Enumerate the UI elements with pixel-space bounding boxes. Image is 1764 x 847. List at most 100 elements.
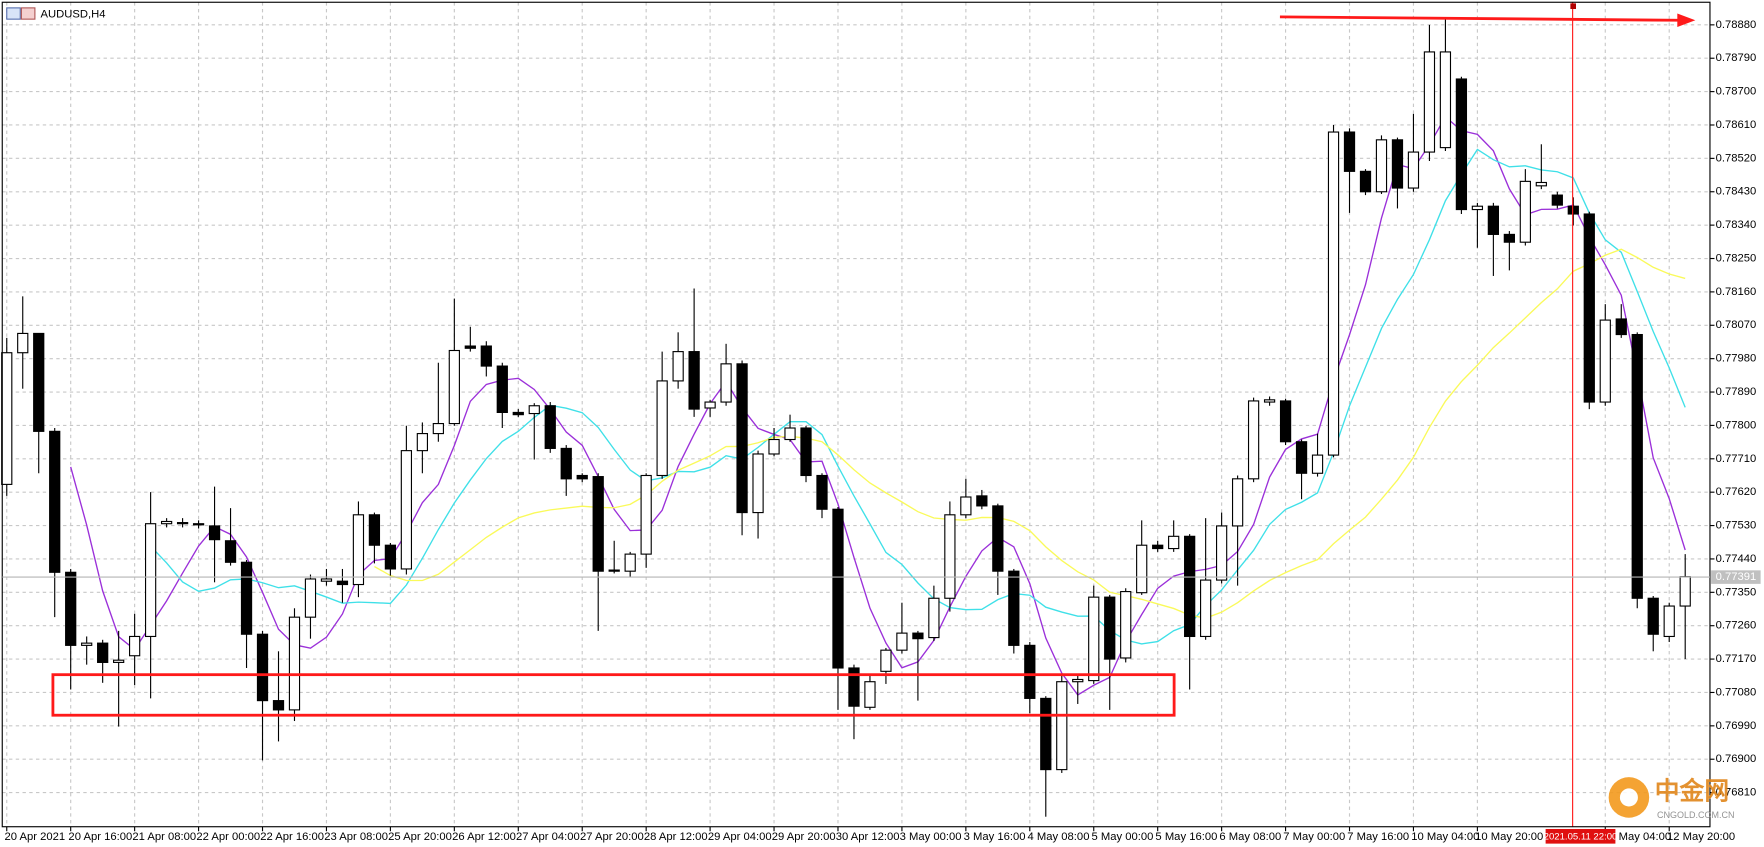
- candle-body: [256, 633, 269, 702]
- x-tick-label: 12 May 04:00: [1603, 831, 1671, 843]
- y-tick-label: 0.77170: [1716, 653, 1757, 665]
- x-tick-label: 4 May 08:00: [1028, 831, 1090, 843]
- y-tick-label: 0.77350: [1716, 586, 1757, 598]
- candle-body: [1247, 400, 1260, 480]
- candle-body: [864, 681, 876, 708]
- x-tick-label: 12 May 20:00: [1667, 831, 1735, 843]
- candle-body: [480, 345, 492, 367]
- y-tick-label: 0.76900: [1716, 753, 1757, 765]
- candle-body: [1343, 131, 1356, 172]
- candle-body: [1679, 576, 1691, 607]
- y-tick-label: 0.78610: [1716, 119, 1757, 131]
- candle-body: [97, 642, 109, 663]
- moving-average: [150, 148, 1686, 645]
- candle-body: [1647, 597, 1659, 635]
- candle-body: [1168, 535, 1180, 550]
- chart-title: AUDUSD,H4: [41, 9, 106, 21]
- candle-body: [336, 580, 349, 586]
- x-tick-label: 27 Apr 20:00: [580, 831, 644, 843]
- candle-body: [1375, 139, 1388, 193]
- candle-body: [448, 349, 460, 425]
- x-tick-label: 10 May 20:00: [1475, 831, 1543, 843]
- y-tick-label: 0.78880: [1716, 19, 1757, 31]
- candle-body: [560, 447, 572, 480]
- x-tick-label: 5 May 00:00: [1091, 831, 1153, 843]
- y-tick-label: 0.77080: [1716, 686, 1757, 698]
- candle-body: [320, 578, 333, 582]
- candle-body: [113, 659, 125, 663]
- candle-body: [1327, 131, 1340, 456]
- candle-body: [768, 438, 780, 455]
- y-tick-label: 0.77440: [1716, 553, 1757, 565]
- candles: [1, 19, 1691, 817]
- candle-body: [720, 363, 732, 403]
- x-tick-label: 22 Apr 00:00: [196, 831, 260, 843]
- axes: 0.78880 0.78790 0.78700 0.78610 0.78520 0.784…: [2, 19, 1761, 844]
- candle-body: [49, 430, 61, 573]
- y-tick-label: 0.76990: [1716, 720, 1757, 732]
- y-tick-label: 0.77800: [1716, 419, 1757, 431]
- candle-body: [1455, 78, 1468, 211]
- candle-body: [640, 474, 652, 555]
- candle-body: [784, 427, 796, 441]
- candle-body: [544, 405, 556, 449]
- x-tick-label: 29 Apr 20:00: [772, 831, 836, 843]
- candle-body: [352, 514, 365, 586]
- y-tick-label: 0.77530: [1716, 520, 1757, 532]
- candle-body: [288, 616, 301, 711]
- y-tick-label: 0.77710: [1716, 453, 1757, 465]
- candle-body: [1567, 205, 1579, 215]
- candle-body: [528, 405, 540, 415]
- candle-body: [176, 522, 189, 525]
- candle-body: [1024, 644, 1036, 699]
- x-tick-label: 6 May 08:00: [1219, 831, 1281, 843]
- candle-body: [1088, 596, 1100, 682]
- candle-body: [832, 508, 844, 669]
- candle-body: [1423, 51, 1436, 153]
- candle-body: [1072, 678, 1084, 683]
- x-tick-label: 26 Apr 12:00: [452, 831, 516, 843]
- candle-body: [1008, 570, 1020, 646]
- arrow-shaft: [1279, 15, 1680, 22]
- candle-body: [1279, 400, 1292, 443]
- x-tick-label: 3 May 16:00: [964, 831, 1026, 843]
- x-tick-label: 21 Apr 08:00: [132, 831, 196, 843]
- logo: [1619, 788, 1638, 807]
- candle-body: [944, 514, 956, 599]
- y-tick-label: 0.78700: [1716, 86, 1757, 98]
- candle-body: [576, 474, 588, 480]
- cursor-label: 2021.05.11 22:00: [1544, 831, 1618, 842]
- icon: [20, 7, 36, 20]
- y-tick-label: 0.77890: [1716, 386, 1757, 398]
- candle-body: [1439, 51, 1452, 149]
- candle-body: [1136, 544, 1148, 594]
- candle-body: [1535, 181, 1547, 187]
- candle-body: [848, 667, 860, 707]
- candle-body: [976, 495, 988, 507]
- candle-body: [1631, 333, 1643, 599]
- candle-body: [1471, 205, 1484, 211]
- last-price-label: 0.77391: [1716, 571, 1757, 583]
- x-tick-label: 29 Apr 04:00: [708, 831, 772, 843]
- y-tick-label: 0.78430: [1716, 186, 1757, 198]
- candle-body: [496, 365, 508, 413]
- y-tick-label: 0.77260: [1716, 620, 1757, 632]
- candle-body: [224, 540, 237, 563]
- plot-frame: [1, 1, 1711, 828]
- candle-body: [144, 523, 157, 638]
- candle-body: [192, 523, 205, 526]
- candle-body: [1503, 233, 1515, 243]
- candle-body: [1663, 605, 1675, 638]
- candle-body: [1152, 544, 1164, 550]
- candle-body: [400, 450, 413, 570]
- arrow-head: [1677, 13, 1696, 28]
- candle-body: [65, 571, 77, 646]
- candle-body: [17, 332, 29, 354]
- x-tick-label: 22 Apr 16:00: [260, 831, 324, 843]
- y-tick-label: 0.78790: [1716, 52, 1757, 64]
- candle-body: [368, 514, 381, 546]
- candle-body: [432, 422, 444, 435]
- candle-body: [912, 632, 924, 640]
